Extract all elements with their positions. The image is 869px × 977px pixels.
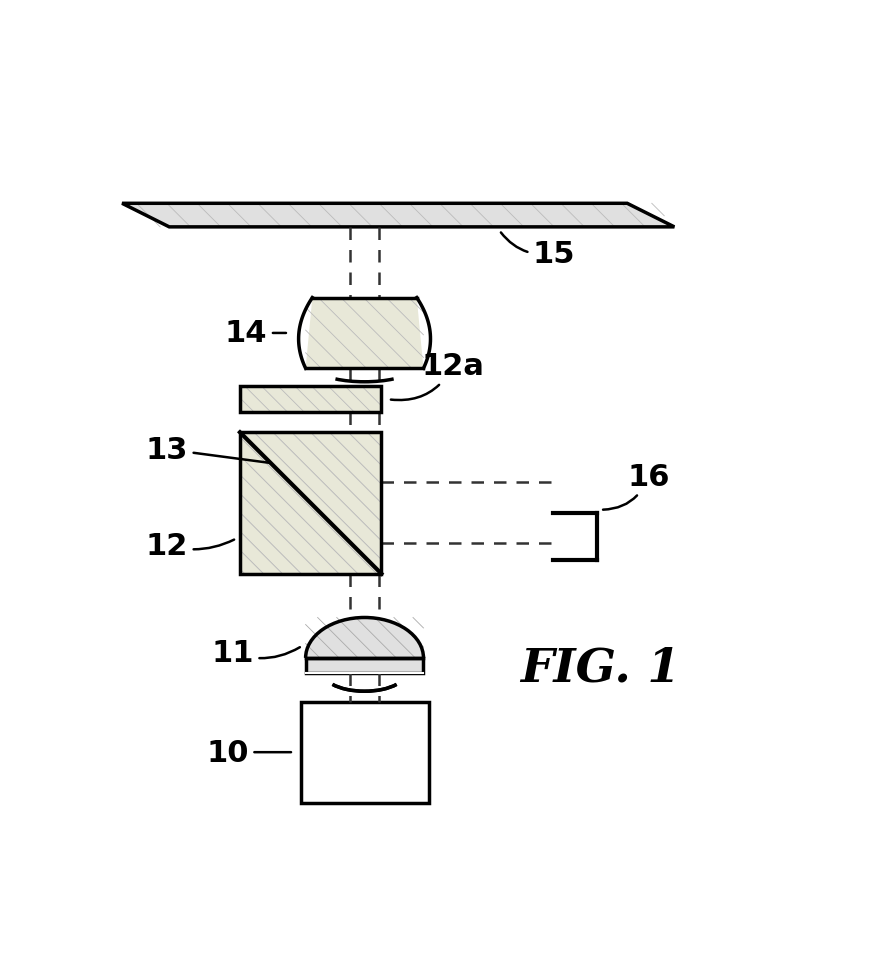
Text: 13: 13 xyxy=(146,436,271,464)
Bar xyxy=(240,433,381,574)
Text: 12: 12 xyxy=(146,531,234,561)
Text: 12a: 12a xyxy=(391,352,485,401)
Bar xyxy=(240,433,381,574)
Polygon shape xyxy=(306,617,423,658)
Polygon shape xyxy=(122,204,674,228)
Bar xyxy=(301,701,428,803)
Polygon shape xyxy=(306,298,423,369)
Text: 14: 14 xyxy=(225,319,286,348)
Text: 16: 16 xyxy=(603,462,670,510)
Bar xyxy=(306,658,423,673)
Text: 11: 11 xyxy=(211,638,300,667)
Text: 15: 15 xyxy=(501,234,575,269)
Bar xyxy=(240,387,381,412)
Text: FIG. 1: FIG. 1 xyxy=(521,646,680,692)
Bar xyxy=(240,387,381,412)
Text: 10: 10 xyxy=(206,738,291,767)
